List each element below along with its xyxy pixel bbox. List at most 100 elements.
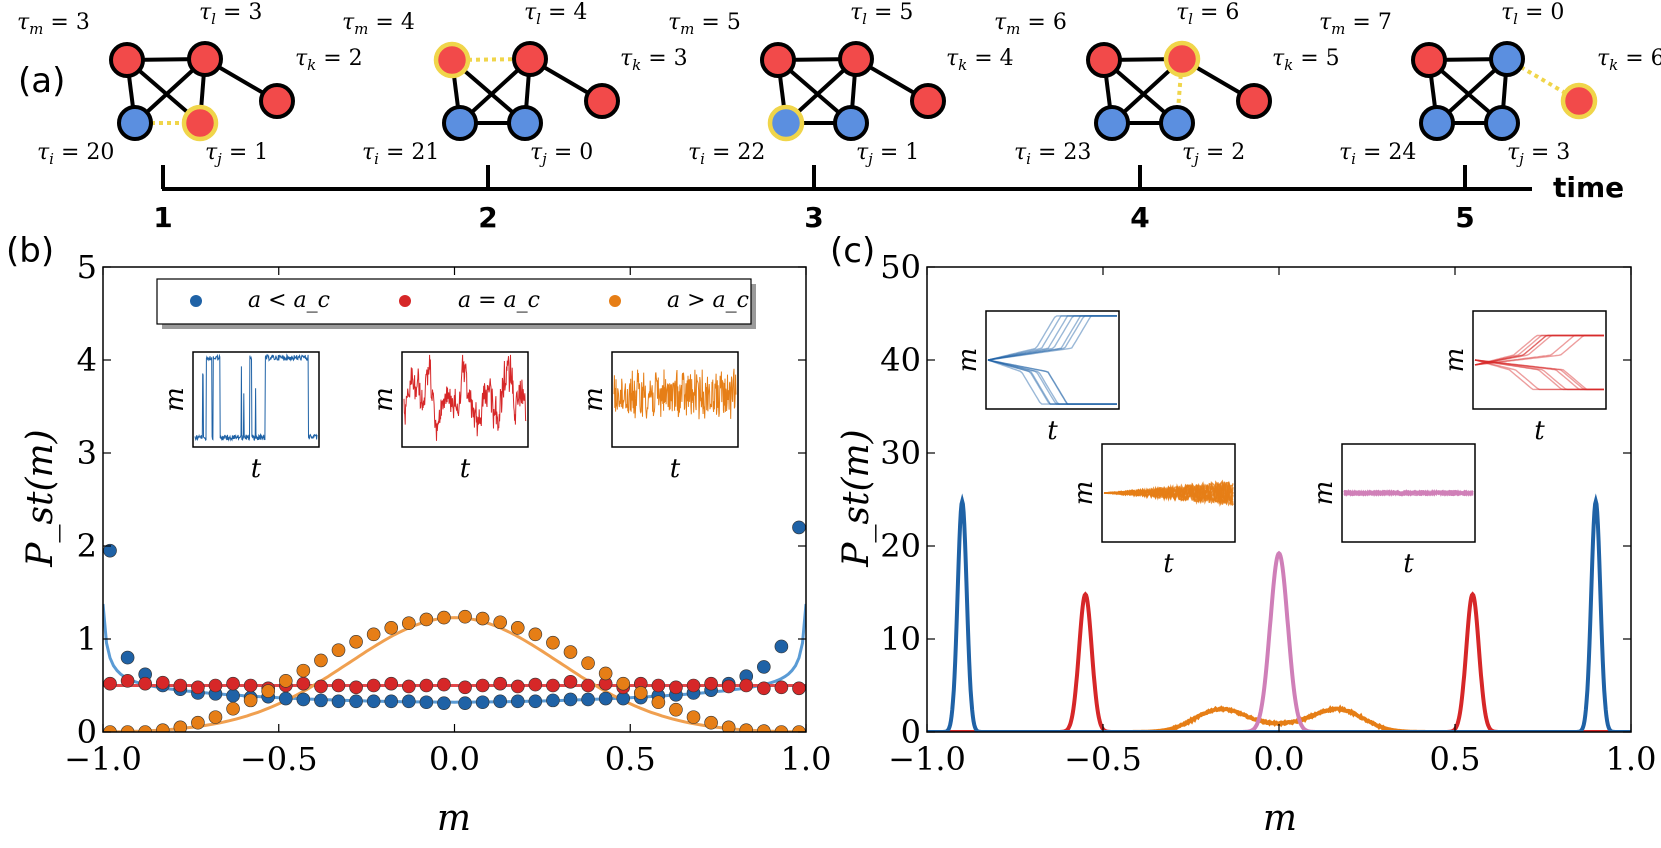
data-point — [243, 693, 258, 708]
data-point — [226, 688, 240, 703]
inset-trajectory — [987, 315, 1117, 361]
panel-c-xtick-label: 1.0 — [1606, 740, 1657, 778]
inset-trajectory — [987, 315, 1117, 361]
inset-trajectory — [987, 359, 1117, 405]
tau-label-j: τj = 1 — [205, 140, 268, 168]
legend-marker-above — [609, 295, 621, 307]
data-point — [419, 612, 434, 627]
panel-b-xtick-label: −0.5 — [240, 740, 318, 778]
panel-b-xtick-label: 0.5 — [605, 740, 656, 778]
tau-label-k: τk = 2 — [295, 46, 363, 74]
legend-marker-equal — [399, 295, 411, 307]
panel-label-a: (a) — [18, 61, 65, 101]
time-axis-label: time — [1553, 171, 1624, 204]
data-point — [384, 694, 399, 709]
inset-c-3: tm — [1309, 443, 1476, 579]
inset-b-0-xlabel: t — [251, 454, 262, 484]
data-point — [437, 696, 451, 710]
time-tick-label-1: 1 — [153, 201, 172, 234]
data-point — [686, 710, 701, 724]
panel-b-plot-area — [103, 520, 806, 732]
tau-label-i: τi = 20 — [37, 140, 114, 168]
data-point — [314, 653, 328, 668]
time-tick-label-2: 2 — [478, 201, 497, 234]
node-k — [910, 83, 946, 119]
inset-trajectory — [1474, 359, 1604, 391]
data-point — [493, 676, 507, 691]
panel-c-ytick-label: 50 — [880, 248, 921, 286]
density-pink — [927, 550, 1631, 732]
data-point — [563, 692, 578, 707]
data-point — [419, 678, 434, 693]
inset-b-2-ylabel: m — [579, 387, 609, 412]
panel-b-xlabel: m — [437, 798, 471, 839]
panel-c-ytick-label: 20 — [880, 527, 921, 565]
data-point — [546, 693, 560, 708]
inset-c-2: tm — [1069, 443, 1236, 579]
panel-b-ytick-label: 4 — [77, 341, 97, 379]
panel-b-ytick-label: 2 — [77, 527, 97, 565]
panel-b-ytick-label: 3 — [77, 434, 97, 472]
tau-label-j: τj = 2 — [1182, 140, 1245, 168]
data-point — [739, 723, 754, 732]
inset-trajectory — [987, 359, 1117, 405]
tau-label-i: τi = 24 — [1339, 140, 1416, 168]
data-point — [226, 676, 240, 691]
panel-b-xtick-label: 1.0 — [781, 740, 832, 778]
tau-label-k: τk = 3 — [620, 46, 688, 74]
legend-box — [156, 278, 752, 325]
inset-c-2-ylabel: m — [1069, 481, 1099, 506]
data-point — [331, 643, 346, 657]
network-snapshot-3: τm = 5 τl = 5 τk = 4 τi = 22 τj = 1 — [668, 0, 1014, 168]
data-point — [331, 694, 346, 709]
node-l — [1489, 41, 1525, 77]
network-snapshot-5: τm = 7 τl = 0 τk = 6 τi = 24 τj = 3 — [1319, 0, 1661, 168]
inset-b-2: tm — [579, 351, 739, 484]
node-m — [1086, 42, 1122, 78]
data-point — [458, 609, 472, 624]
node-l — [187, 41, 223, 77]
inset-trajectory — [1474, 334, 1604, 366]
data-point — [774, 639, 789, 654]
data-point — [598, 666, 613, 681]
data-point — [563, 674, 578, 689]
node-m — [109, 42, 145, 78]
data-point — [598, 691, 613, 706]
inset-c-3-xlabel: t — [1403, 549, 1414, 579]
density-orange — [927, 704, 1631, 732]
data-point — [103, 676, 117, 691]
data-point — [191, 715, 205, 730]
inset-trajectory — [987, 359, 1117, 405]
inset-trajectory — [987, 315, 1117, 361]
panel-c-xtick-label: −0.5 — [1064, 740, 1142, 778]
panel-c-ylabel: P_st(m) — [836, 429, 877, 567]
data-point — [458, 696, 472, 710]
inset-c-1-xlabel: t — [1534, 416, 1545, 446]
node-k — [1236, 83, 1272, 119]
data-point — [493, 694, 507, 709]
tau-label-m: τm = 3 — [17, 10, 90, 38]
panel-b-ylabel: P_st(m) — [20, 429, 61, 567]
inset-trajectory — [1474, 334, 1604, 366]
data-point — [120, 725, 135, 732]
inset-b-1: tm — [369, 351, 529, 484]
data-point — [704, 715, 718, 730]
data-point — [581, 656, 595, 670]
data-point — [278, 674, 293, 688]
tau-label-i: τi = 22 — [688, 140, 765, 168]
inset-trajectory — [1474, 359, 1604, 391]
panel-c-ticks: −1.0 −0.5 0.0 0.5 1.0 0 10 20 30 40 50 — [880, 248, 1656, 778]
data-point — [774, 680, 789, 695]
data-point — [243, 678, 258, 693]
data-point — [546, 678, 560, 693]
node-j — [1159, 105, 1195, 141]
inset-trace — [194, 353, 318, 442]
theory-line-2 — [103, 616, 806, 732]
data-point — [563, 645, 578, 659]
data-point — [173, 678, 188, 693]
tau-label-j: τj = 1 — [856, 140, 919, 168]
inset-b-2-xlabel: t — [670, 454, 681, 484]
panel-c-xlabel: m — [1263, 798, 1297, 839]
legend-label-above: a > a_c — [667, 288, 749, 313]
